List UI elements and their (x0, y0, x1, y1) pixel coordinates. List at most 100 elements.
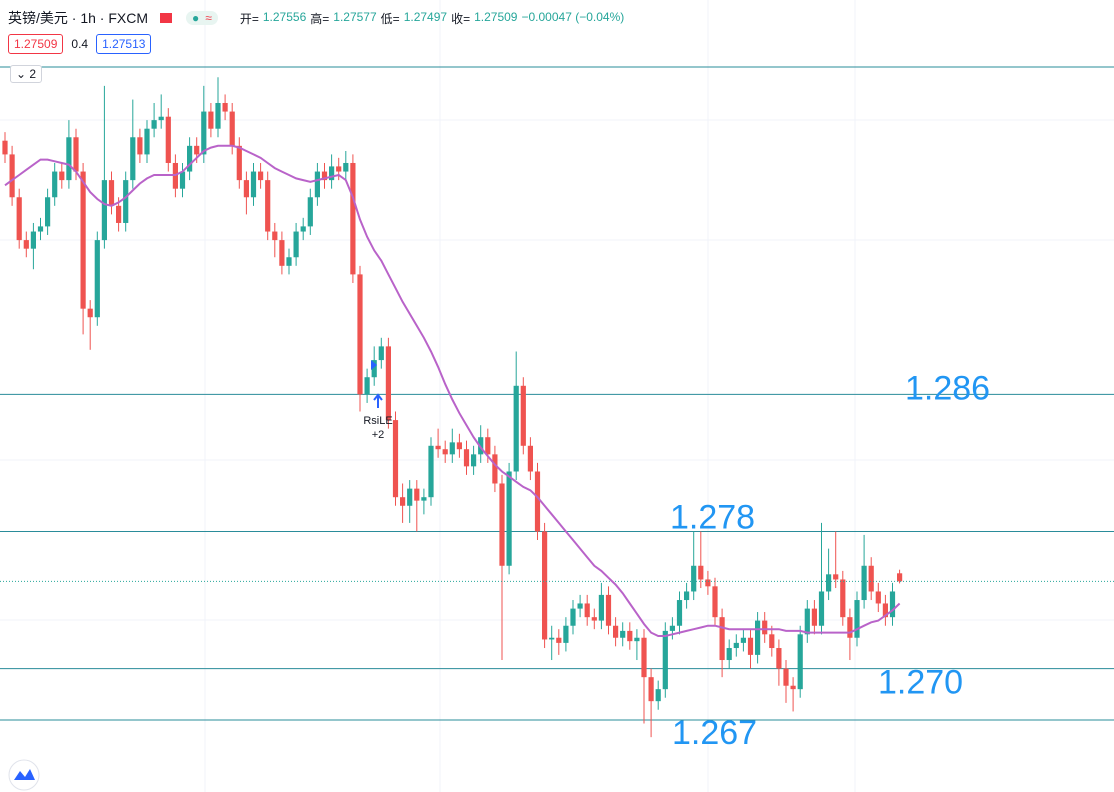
candle-body (456, 442, 462, 450)
candle-body (258, 171, 264, 181)
candle-body (627, 630, 633, 642)
candle-body (378, 346, 384, 361)
candle-body (350, 162, 356, 275)
candle-body (875, 591, 881, 604)
collapse-badge[interactable]: ⌄ 2 (10, 65, 43, 83)
candle-body (101, 180, 107, 241)
candle-body (94, 240, 100, 318)
candle-body (414, 488, 420, 501)
candle-body (222, 102, 228, 112)
candle-body (499, 483, 505, 566)
candle-body (73, 137, 79, 172)
candle-body (712, 586, 718, 618)
candle-body (790, 685, 796, 690)
candle-body (236, 145, 242, 181)
candle-body (442, 449, 448, 455)
candle-body (726, 648, 732, 661)
candle-body (45, 197, 51, 227)
logo (8, 759, 40, 791)
candle-body (392, 420, 399, 498)
badge-count: 2 (29, 67, 37, 81)
candle-body (698, 565, 704, 580)
candle-body (769, 634, 775, 649)
candle-body (108, 180, 115, 206)
candle-body (385, 346, 391, 421)
candle-body (655, 689, 661, 702)
candle-body (684, 591, 690, 601)
candle-body (804, 608, 810, 635)
candle-body (882, 603, 888, 618)
candle-body (826, 574, 832, 592)
candle-body (208, 111, 214, 129)
level-label: 1.267 (672, 714, 757, 752)
ask-box: 1.27513 (96, 34, 152, 54)
candle-body (428, 445, 434, 498)
candle-body (471, 454, 477, 467)
candle-body (449, 442, 455, 455)
candle-body (23, 240, 29, 249)
candle-body (847, 617, 853, 638)
candle-body (279, 240, 285, 266)
candle-body (740, 637, 746, 643)
candle-body (307, 197, 313, 227)
candle-body (151, 120, 157, 129)
candle-body (889, 591, 896, 618)
candle-body (400, 497, 406, 506)
candle-body (194, 145, 200, 155)
candle-body (52, 171, 58, 198)
candle-body (215, 102, 221, 129)
candle-body (613, 625, 619, 638)
candle-body (549, 637, 555, 640)
candle-body (506, 471, 512, 566)
spread: 0.4 (71, 37, 89, 51)
close-value: 1.27509 (474, 9, 518, 24)
candle-body (364, 377, 370, 395)
candle-body (648, 677, 654, 702)
candle-body (293, 231, 299, 258)
signal-marker (371, 360, 383, 408)
candle-body (868, 565, 874, 592)
candle-body (357, 274, 363, 395)
candle-body (854, 600, 860, 638)
candle-body (833, 574, 839, 580)
candle-body (116, 205, 122, 223)
candle-body (59, 171, 65, 181)
candle-body (755, 620, 761, 655)
indicator-row: 1.27509 0.4 1.27513 (8, 34, 152, 54)
candle-body (676, 600, 683, 626)
candle-body (861, 565, 867, 601)
candle-body (286, 257, 292, 266)
candle-body (130, 137, 136, 181)
ohlc: 开= 1.27556 高= 1.27577 低= 1.27497 收= 1.27509 … (240, 10, 624, 27)
candle-body (577, 603, 583, 609)
candle-body (634, 637, 640, 642)
candle-body (165, 116, 171, 163)
candle-body (144, 128, 150, 155)
candle-body (584, 603, 590, 618)
candle-body (520, 385, 526, 446)
candle-body (314, 171, 320, 198)
candle-body (818, 591, 825, 626)
candle-body (897, 573, 903, 582)
status-pill: ● ≈ (186, 11, 218, 25)
candle-body (80, 171, 86, 309)
high-label: 高= (310, 11, 330, 26)
candle-body (2, 140, 8, 155)
candle-body (463, 449, 470, 467)
candle-body (300, 226, 306, 232)
candle-body (669, 625, 675, 631)
low-label: 低= (380, 11, 400, 26)
candle-body (620, 630, 626, 638)
candle-body (137, 137, 143, 155)
candle-body (229, 111, 235, 146)
candle-body (783, 668, 789, 686)
candle-body (243, 180, 249, 198)
header: 英镑/美元 · 1h · FXCM ● ≈ 开= 1.27556 高= 1.27577… (8, 8, 624, 28)
level-label: 1.286 (905, 369, 990, 407)
candle-body (435, 445, 441, 450)
candle-body (201, 111, 207, 155)
candle-body (691, 565, 697, 592)
close-label: 收= (451, 11, 471, 26)
